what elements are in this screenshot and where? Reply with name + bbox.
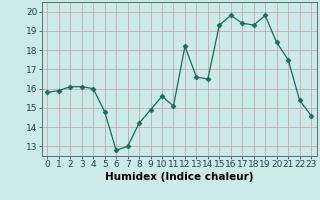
X-axis label: Humidex (Indice chaleur): Humidex (Indice chaleur)	[105, 172, 253, 182]
